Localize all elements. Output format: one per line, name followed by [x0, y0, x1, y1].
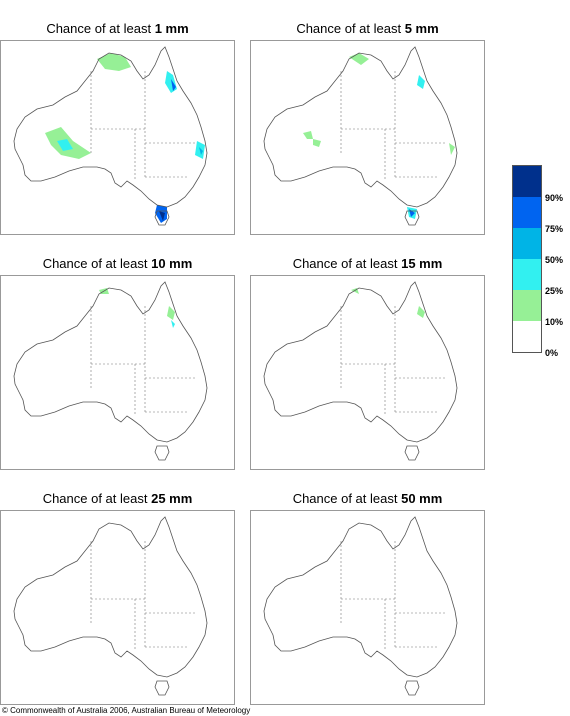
- panel-title: Chance of at least 15 mm: [292, 256, 443, 271]
- legend-swatch-0: [513, 321, 541, 352]
- australia-map: [263, 46, 458, 226]
- panel-15mm: Chance of at least 15 mm: [250, 253, 485, 470]
- rain-areas: [303, 53, 455, 219]
- panel-title: Chance of at least 1 mm: [46, 21, 189, 36]
- map-10mm: [0, 275, 235, 470]
- legend-label-75: 75%: [545, 224, 564, 234]
- legend-label-50: 50%: [545, 255, 564, 265]
- legend-label-0: 0%: [545, 348, 559, 358]
- australia-map: [263, 516, 458, 696]
- color-legend: 90% 75% 50% 25% 10% 0%: [512, 165, 570, 365]
- legend-swatch-75: [513, 197, 541, 228]
- panel-50mm: Chance of at least 50 mm: [250, 488, 485, 705]
- legend-swatch-90: [513, 166, 541, 197]
- panel-title: Chance of at least 5 mm: [296, 21, 439, 36]
- legend-label-25: 25%: [545, 286, 564, 296]
- panel-title: Chance of at least 10 mm: [42, 256, 193, 271]
- rain-areas: [99, 288, 175, 328]
- australia-map: [13, 46, 208, 226]
- map-25mm: [0, 510, 235, 705]
- map-15mm: [250, 275, 485, 470]
- panel-title: Chance of at least 25 mm: [42, 491, 193, 506]
- map-5mm: [250, 40, 485, 235]
- panel-5mm: Chance of at least 5 mm: [250, 18, 485, 235]
- legend-label-10: 10%: [545, 317, 564, 327]
- panel-10mm: Chance of at least 10 mm: [0, 253, 235, 470]
- australia-map: [13, 281, 208, 461]
- panel-title: Chance of at least 50 mm: [292, 491, 443, 506]
- australia-map: [13, 516, 208, 696]
- panel-1mm: Chance of at least 1 mm: [0, 18, 235, 235]
- rain-areas: [351, 288, 425, 318]
- map-50mm: [250, 510, 485, 705]
- rain-areas: [45, 53, 205, 223]
- legend-label-90: 90%: [545, 193, 564, 203]
- map-1mm: [0, 40, 235, 235]
- legend-swatch-50: [513, 228, 541, 259]
- panel-25mm: Chance of at least 25 mm: [0, 488, 235, 705]
- copyright-notice: © Commonwealth of Australia 2006, Austra…: [2, 706, 251, 715]
- legend-swatch-25: [513, 259, 541, 290]
- legend-swatch-10: [513, 290, 541, 321]
- australia-map: [263, 281, 458, 461]
- legend-bar: [512, 165, 542, 353]
